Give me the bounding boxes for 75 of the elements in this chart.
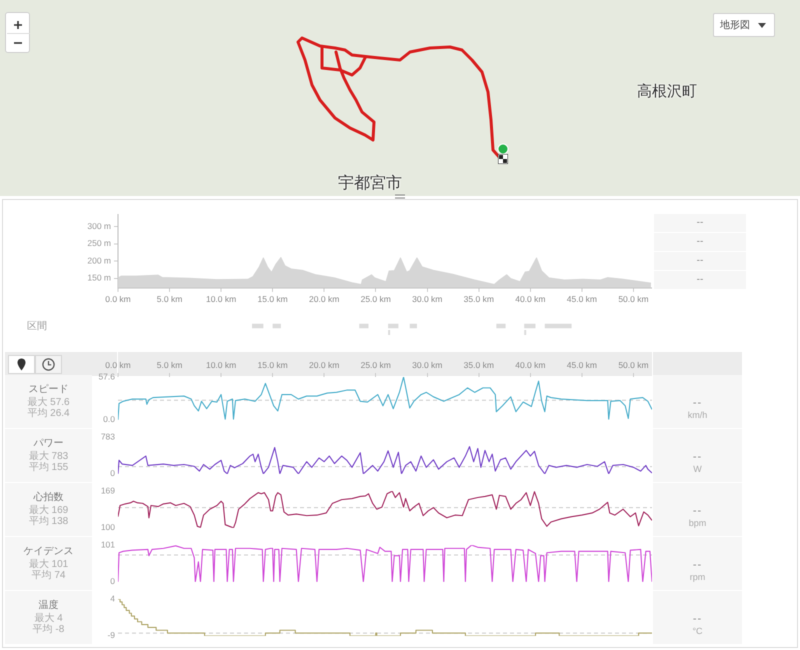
text: 最大 57.6: [26, 397, 71, 408]
text: 最大 783: [28, 451, 70, 462]
text: --: [692, 612, 704, 626]
y-tick-label: 783: [100, 431, 116, 442]
y-tick-label: 101: [100, 539, 116, 550]
x-tick-label: 30.0 km: [412, 360, 442, 370]
text: 最大 4: [33, 613, 64, 624]
x-tick-label: 45.0 km: [566, 294, 598, 304]
text: --: [692, 504, 704, 518]
x-tick-label: 10.0 km: [206, 294, 236, 304]
y-tick-label: 区間: [27, 320, 47, 332]
y-tick-label: 250 m: [87, 238, 111, 248]
bar: [544, 324, 572, 328]
x-tick-label: 35.0 km: [464, 294, 494, 304]
x-tick-label: 5.0 km: [156, 360, 182, 370]
bar: [410, 324, 417, 328]
y-tick-label: 0: [110, 576, 116, 586]
x-tick-label: 15.0 km: [258, 294, 288, 304]
text: --: [654, 233, 746, 251]
y-tick-label: -9: [107, 630, 116, 640]
chart-title: 温度: [38, 599, 60, 612]
y-tick-label: 150 m: [87, 272, 111, 283]
y-axis-title: W: [692, 463, 703, 475]
x-tick-label: 40.0 km: [515, 294, 546, 304]
x-tick-label: 25.0 km: [360, 360, 391, 370]
bar: [272, 324, 281, 328]
text: 最大 101: [28, 559, 70, 570]
x-tick-label: 0.0 km: [105, 360, 131, 370]
y-tick-label: 100: [100, 522, 116, 532]
x-tick-label: 30.0 km: [412, 294, 442, 304]
text: 最大 169: [28, 505, 70, 516]
y-tick-label: 0.0: [103, 414, 116, 424]
x-tick-label: 40.0 km: [515, 360, 546, 370]
text: 平均 -8: [32, 624, 66, 636]
text: 平均 26.4: [26, 408, 71, 420]
x-tick-label: 20.0 km: [309, 294, 340, 304]
chart-title: パワー: [32, 437, 64, 450]
y-tick-label: 4: [110, 593, 116, 604]
x-tick-label: 15.0 km: [258, 360, 288, 370]
x-tick-label: 0.0 km: [105, 294, 131, 304]
text: --: [654, 271, 746, 289]
bar: [359, 324, 369, 328]
x-tick-label: 25.0 km: [360, 294, 391, 304]
y-tick-label: 57.6: [98, 371, 116, 382]
text: 宇都宮市: [337, 174, 403, 194]
y-axis-title: rpm: [688, 571, 706, 583]
bar: [496, 324, 506, 328]
y-axis-title: km/h: [686, 409, 708, 421]
x-tick-label: 5.0 km: [156, 294, 182, 304]
chart-title: 心拍数: [32, 491, 64, 504]
x-tick-label: 35.0 km: [464, 360, 494, 370]
dropdown: 地形図: [713, 13, 775, 37]
text: --: [692, 396, 704, 410]
text: スピード: [28, 383, 70, 396]
chart-title: ケイデンス: [22, 545, 74, 558]
x-tick-label: 50.0 km: [618, 294, 649, 304]
x-tick-label: 20.0 km: [309, 360, 340, 370]
bar: [252, 324, 264, 328]
y-axis-title: bpm: [688, 517, 708, 529]
text: --: [654, 252, 746, 270]
text: --: [692, 450, 704, 464]
y-tick-label: 300 m: [87, 220, 111, 231]
x-tick-label: 50.0 km: [618, 360, 649, 370]
text: 平均 138: [28, 516, 70, 528]
x-tick-label: 45.0 km: [566, 360, 598, 370]
y-tick-label: 200 m: [87, 255, 111, 266]
y-tick-label: 169: [100, 485, 116, 496]
text: 平均 74: [30, 570, 66, 582]
x-tick-label: 10.0 km: [206, 360, 236, 370]
text: 平均 155: [28, 462, 70, 474]
y-tick-label: 0: [110, 468, 116, 478]
y-axis-title: °C: [691, 625, 704, 637]
text: --: [692, 558, 704, 572]
text: --: [654, 214, 746, 232]
text: 高根沢町: [636, 82, 698, 102]
